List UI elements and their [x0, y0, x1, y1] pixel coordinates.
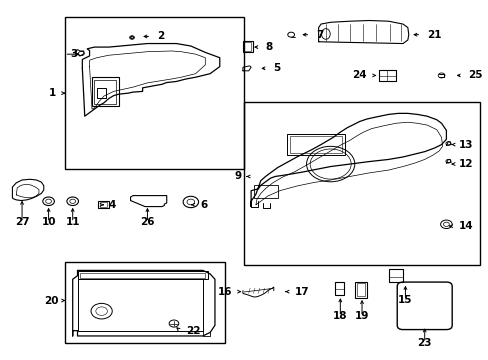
- Text: 2: 2: [157, 31, 164, 41]
- Bar: [388, 269, 402, 282]
- Bar: [286, 134, 345, 155]
- Text: 13: 13: [458, 140, 472, 149]
- Bar: [92, 77, 118, 105]
- Bar: [378, 70, 395, 81]
- Bar: [78, 271, 207, 279]
- Text: 20: 20: [43, 296, 58, 306]
- Text: 11: 11: [65, 217, 80, 227]
- Text: 14: 14: [458, 221, 472, 231]
- Text: 22: 22: [185, 326, 200, 336]
- Bar: [356, 283, 364, 296]
- Bar: [65, 17, 244, 169]
- Text: 1: 1: [48, 88, 56, 98]
- Text: 26: 26: [140, 217, 154, 227]
- Text: 17: 17: [294, 287, 308, 297]
- Bar: [289, 136, 342, 153]
- Bar: [244, 102, 479, 265]
- Text: 19: 19: [354, 311, 368, 321]
- Bar: [78, 279, 203, 330]
- Bar: [100, 202, 107, 207]
- Text: 6: 6: [200, 200, 207, 210]
- Bar: [253, 185, 277, 198]
- Bar: [98, 201, 109, 208]
- Text: 3: 3: [70, 49, 78, 59]
- Text: 21: 21: [426, 30, 441, 40]
- Text: 4: 4: [109, 200, 116, 210]
- Text: 10: 10: [41, 217, 56, 227]
- Bar: [243, 41, 252, 52]
- Text: 7: 7: [316, 30, 323, 40]
- Bar: [97, 88, 106, 99]
- Text: 25: 25: [467, 71, 482, 80]
- Bar: [244, 42, 251, 51]
- Bar: [65, 261, 224, 343]
- Text: 9: 9: [234, 171, 241, 181]
- Text: 18: 18: [332, 311, 347, 321]
- Text: 24: 24: [351, 71, 366, 80]
- Text: 12: 12: [458, 159, 472, 169]
- Bar: [80, 273, 205, 278]
- Bar: [334, 282, 344, 295]
- Text: 27: 27: [15, 217, 29, 227]
- Bar: [354, 282, 366, 298]
- Text: 8: 8: [265, 42, 272, 52]
- Text: 23: 23: [417, 338, 431, 348]
- Text: 15: 15: [397, 295, 412, 305]
- Text: 5: 5: [272, 63, 280, 73]
- Bar: [94, 80, 116, 104]
- Text: 16: 16: [217, 287, 231, 297]
